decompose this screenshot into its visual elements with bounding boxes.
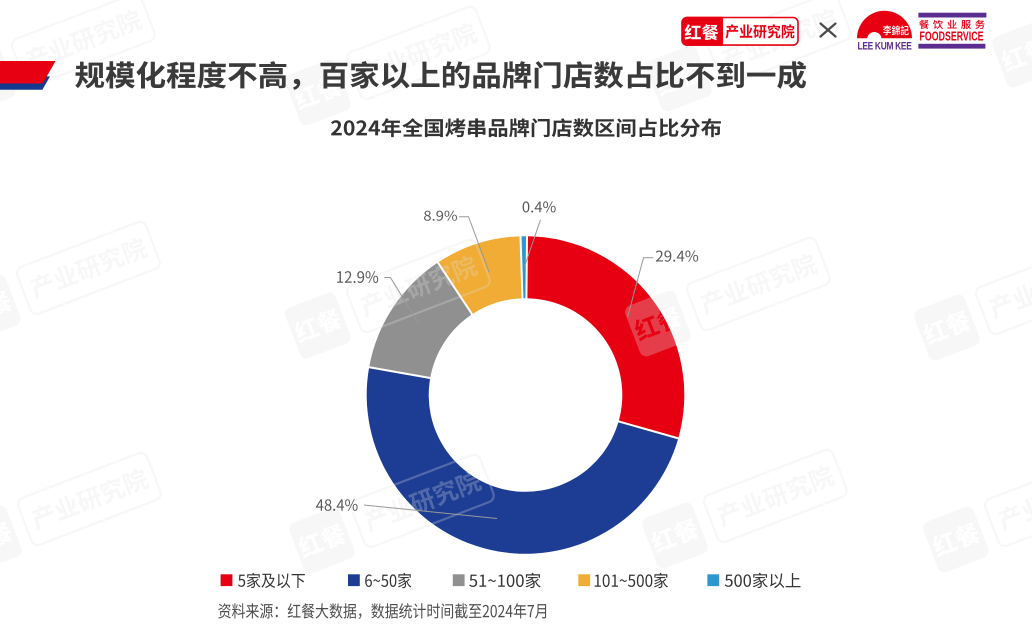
- svg-text:FOODSERVICE: FOODSERVICE: [920, 29, 984, 43]
- svg-text:LEE KUM KEE: LEE KUM KEE: [858, 41, 913, 53]
